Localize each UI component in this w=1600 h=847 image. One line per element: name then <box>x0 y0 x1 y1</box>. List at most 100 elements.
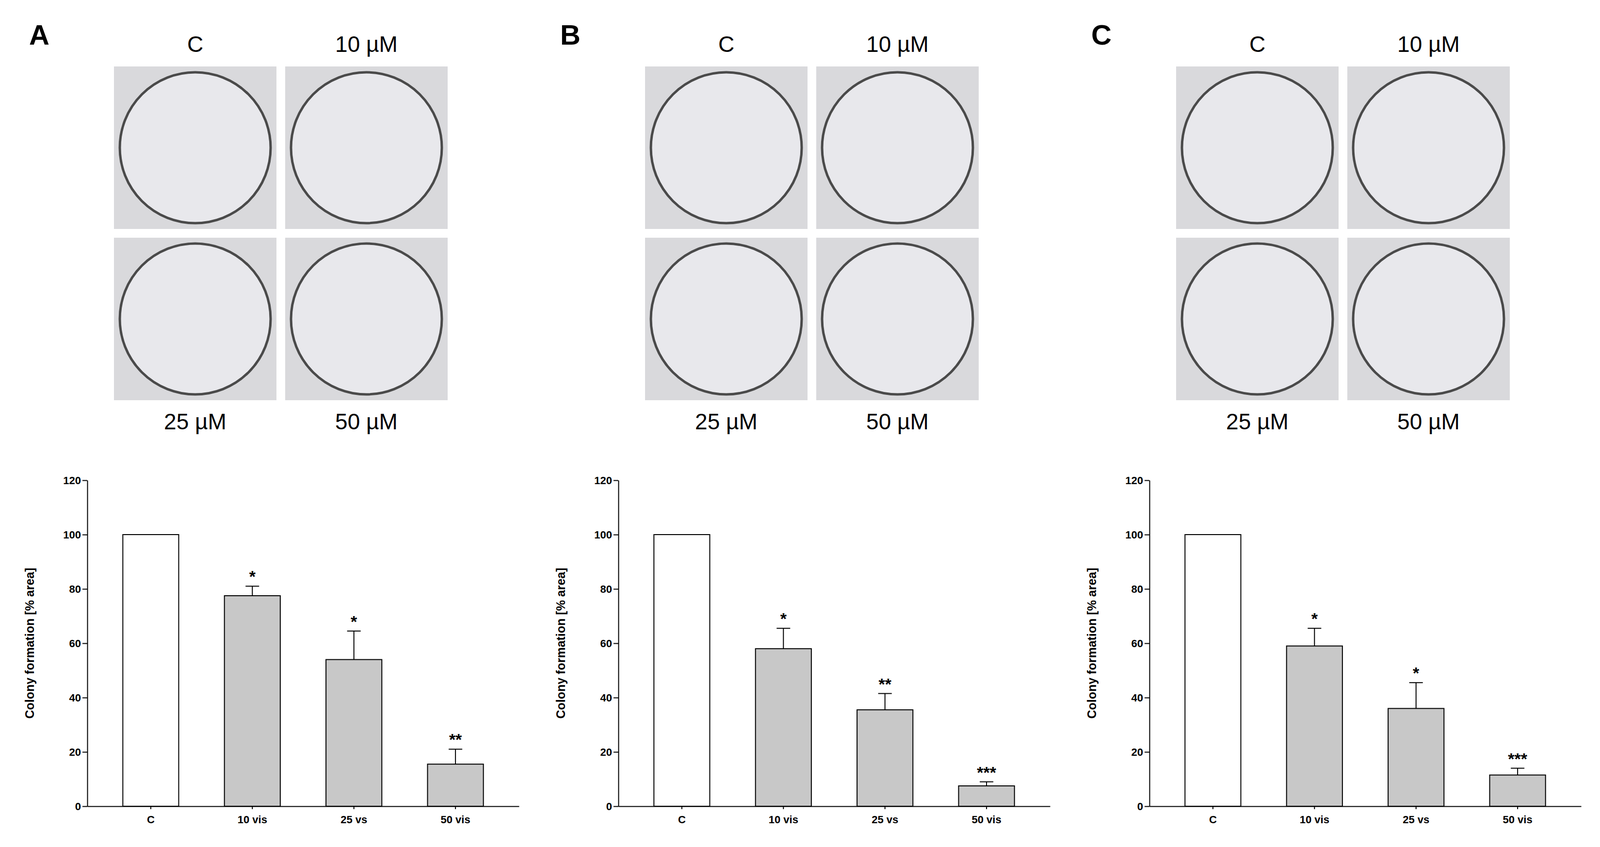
plate-dish <box>1181 72 1333 224</box>
plate-label: 25 µM <box>163 408 227 435</box>
tick-mark <box>1415 806 1417 809</box>
error-bar <box>448 748 463 764</box>
error-cap <box>347 630 361 632</box>
tick: C <box>146 806 155 826</box>
panel-letter: C <box>1091 18 1112 51</box>
tick: 100 <box>1125 528 1150 541</box>
tick-label: 25 vs <box>1402 813 1430 826</box>
bar <box>224 595 281 807</box>
tick: 120 <box>1125 474 1150 487</box>
bar <box>653 534 710 807</box>
plate-bg <box>1347 66 1510 229</box>
tick-label: 100 <box>63 528 81 541</box>
significance: *** <box>1507 749 1528 768</box>
tick: 40 <box>69 691 88 704</box>
significance: * <box>1311 609 1319 628</box>
bar <box>325 659 382 807</box>
panel: AC10 µM25 µM50 µM****020406080100120C10 … <box>22 18 520 826</box>
plate-bg <box>816 237 979 401</box>
tick-label: 50 vis <box>440 813 471 826</box>
panel: CC10 µM25 µM50 µM*****020406080100120C10… <box>1084 18 1582 826</box>
tick-mark <box>613 588 619 590</box>
tick-mark <box>353 806 355 809</box>
tick-mark <box>613 643 619 645</box>
tick: 10 vis <box>1299 806 1330 826</box>
error-cap <box>448 748 463 750</box>
tick-mark <box>1144 534 1150 536</box>
error-bar <box>347 630 361 660</box>
tick-mark <box>82 751 88 753</box>
tick: 100 <box>63 528 88 541</box>
tick-mark <box>1144 643 1150 645</box>
plate <box>285 66 448 229</box>
tick-label: C <box>678 813 686 826</box>
error-cap <box>245 585 259 587</box>
tick-label: 10 vis <box>1299 813 1330 826</box>
tick-mark <box>1144 480 1150 482</box>
tick-mark <box>1144 697 1150 699</box>
tick-label: 80 <box>69 582 81 596</box>
tick-label: 20 <box>69 745 81 759</box>
tick-label: 40 <box>69 691 81 704</box>
plate-bg <box>1176 237 1339 401</box>
plate <box>816 66 979 229</box>
plate-dish <box>1353 72 1504 224</box>
plate-label: 50 µM <box>866 408 929 435</box>
tick: 10 vis <box>768 806 799 826</box>
tick: 80 <box>1131 582 1150 596</box>
plate <box>285 237 448 401</box>
tick-label: 40 <box>1131 691 1144 704</box>
tick-label: C <box>1209 813 1217 826</box>
plate-dish <box>290 72 442 224</box>
tick: 40 <box>600 691 619 704</box>
tick-label: 60 <box>69 637 81 650</box>
tick-label: 120 <box>1125 474 1144 487</box>
tick: 50 vis <box>971 806 1002 826</box>
error-line <box>1313 628 1315 646</box>
tick-mark <box>782 806 784 809</box>
error-line <box>251 585 253 596</box>
plate <box>645 66 808 229</box>
tick: 80 <box>69 582 88 596</box>
plate <box>816 237 979 401</box>
tick-mark <box>1517 806 1519 809</box>
tick: 20 <box>69 745 88 759</box>
tick-label: 0 <box>75 800 81 813</box>
plate-bg <box>816 66 979 229</box>
plate <box>1176 66 1339 229</box>
tick-label: 100 <box>594 528 613 541</box>
tick-label: 25 vs <box>340 813 368 826</box>
tick-mark <box>1212 806 1214 809</box>
tick-label: 20 <box>600 745 613 759</box>
tick-label: 0 <box>606 800 613 813</box>
plate-bg <box>1347 237 1510 401</box>
tick-label: 25 vs <box>871 813 899 826</box>
plate-label: 10 µM <box>1397 31 1460 57</box>
tick: 0 <box>75 800 88 813</box>
tick-mark <box>613 806 619 808</box>
significance: * <box>1412 663 1420 682</box>
error-cap <box>979 781 994 783</box>
tick: 0 <box>606 800 619 813</box>
axis-line <box>618 806 1051 808</box>
tick-label: 120 <box>594 474 613 487</box>
error-cap <box>1510 767 1525 769</box>
bar <box>427 763 484 807</box>
tick-label: 60 <box>600 637 613 650</box>
tick: 25 vs <box>340 806 368 826</box>
tick: 20 <box>600 745 619 759</box>
tick-mark <box>82 480 88 482</box>
tick-mark <box>82 806 88 808</box>
tick-label: 0 <box>1137 800 1144 813</box>
axis-line <box>1149 806 1582 808</box>
plate-dish <box>119 72 271 224</box>
tick-label: 40 <box>600 691 613 704</box>
error-bar <box>1510 768 1525 776</box>
tick-label: C <box>146 813 155 826</box>
plate <box>1347 237 1510 401</box>
tick: 120 <box>594 474 619 487</box>
plot-area <box>1184 534 1546 807</box>
tick-mark <box>613 751 619 753</box>
tick: 50 vis <box>1503 806 1533 826</box>
tick-mark <box>1144 588 1150 590</box>
